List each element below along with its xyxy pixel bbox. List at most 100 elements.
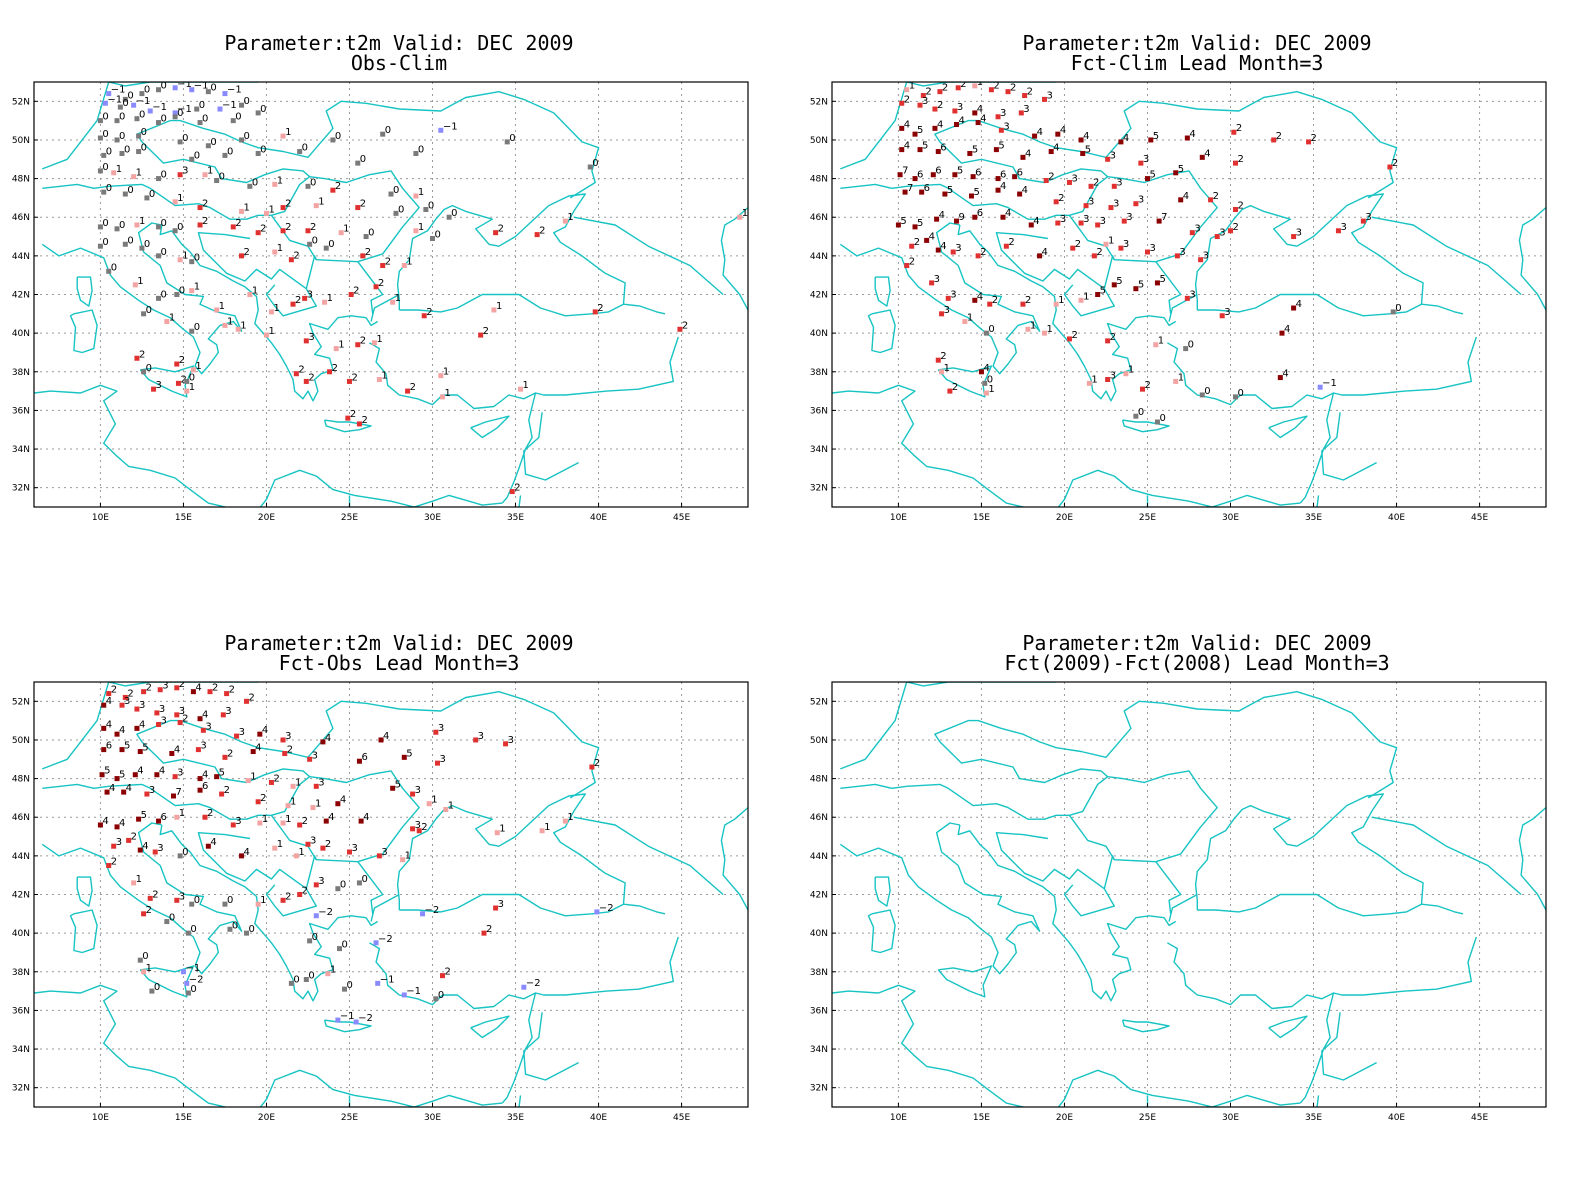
lat-tick-label: 34N [12, 445, 30, 455]
station-marker [978, 369, 984, 375]
station-value: 0 [102, 237, 108, 248]
station-value: 0 [161, 114, 167, 125]
station-value: 3 [159, 704, 165, 715]
station-marker [1118, 245, 1124, 251]
station-marker [1390, 309, 1396, 315]
coastline [305, 255, 317, 289]
coastline [573, 816, 724, 896]
station-value: 0 [141, 143, 147, 154]
coastline [840, 682, 908, 770]
station-value: 3 [1023, 104, 1029, 115]
station-marker [303, 977, 309, 982]
station-value: 3 [1123, 239, 1129, 250]
station-value: 5 [917, 125, 923, 136]
station-marker [493, 905, 499, 911]
station-marker [189, 156, 195, 162]
station-value: 1 [315, 799, 321, 810]
station-marker [962, 319, 968, 325]
station-value: 2 [182, 714, 188, 725]
station-marker [288, 257, 294, 263]
station-marker [388, 191, 394, 197]
station-marker [280, 133, 286, 139]
station-value: 0 [194, 150, 200, 161]
station-value: 3 [1083, 214, 1089, 225]
station-value: 2 [1213, 191, 1219, 202]
station-marker [430, 235, 436, 241]
station-value: 3 [235, 816, 241, 827]
station-marker [97, 243, 103, 249]
station-value: 6 [106, 741, 112, 752]
lon-tick-label: 20E [258, 513, 275, 523]
coastline [1068, 770, 1218, 863]
station-marker [899, 125, 905, 131]
lon-tick-label: 20E [1056, 1113, 1073, 1123]
station-marker [446, 214, 452, 220]
station-marker [288, 980, 294, 986]
station-value: −2 [189, 974, 204, 985]
lat-tick-label: 34N [810, 445, 828, 455]
lat-tick-label: 46N [12, 213, 30, 223]
station-marker [1020, 301, 1026, 307]
station-value: 3 [307, 289, 313, 300]
station-value: 5 [219, 768, 225, 779]
station-value: 1 [116, 164, 122, 175]
station-value: 0 [111, 262, 117, 273]
station-value: 4 [262, 725, 268, 736]
coastline [41, 222, 243, 375]
station-marker [280, 897, 286, 903]
station-value: 0 [102, 112, 108, 123]
station-value: 2 [498, 224, 504, 235]
station-marker [303, 378, 309, 384]
station-value: 2 [298, 365, 304, 376]
coastline [1268, 415, 1308, 439]
station-marker [197, 776, 203, 782]
station-value: 1 [1158, 336, 1164, 347]
lat-tick-label: 38N [810, 368, 828, 378]
station-marker [1153, 342, 1159, 348]
station-value: 6 [924, 183, 930, 194]
station-value: 1 [977, 77, 983, 88]
station-value: 4 [106, 719, 112, 730]
station-value: 1 [273, 303, 279, 314]
station-marker [106, 268, 112, 274]
coastline [937, 965, 993, 998]
station-marker [987, 301, 993, 307]
station-value: 2 [942, 83, 948, 94]
station-value: 1 [169, 313, 175, 324]
lat-tick-label: 44N [810, 852, 828, 862]
station-value: 1 [285, 814, 291, 825]
station-marker [1091, 253, 1097, 259]
station-value: 1 [338, 340, 344, 351]
station-value: 0 [182, 133, 188, 144]
station-marker [995, 176, 1001, 182]
station-value: 3 [1194, 224, 1200, 235]
station-marker [297, 822, 303, 828]
station-marker [222, 91, 228, 97]
station-value: 4 [1204, 148, 1210, 159]
station-marker [434, 760, 440, 766]
station-value: 1 [277, 243, 283, 254]
station-marker [1199, 154, 1205, 160]
station-marker [934, 216, 940, 222]
coastline [42, 690, 600, 820]
station-value: 2 [146, 905, 152, 916]
station-marker [323, 818, 329, 824]
station-value: 3 [308, 332, 314, 343]
station-marker [920, 93, 926, 99]
station-value: 4 [959, 116, 965, 127]
station-marker [970, 174, 976, 180]
station-marker [935, 149, 941, 155]
station-marker [139, 245, 145, 251]
coastlines [34, 82, 748, 507]
station-marker [290, 783, 296, 789]
station-marker [114, 776, 120, 782]
panel-title: Parameter:t2m Valid: DEC 2009 [1022, 31, 1372, 55]
station-value: 0 [418, 144, 424, 155]
station-marker [930, 172, 936, 178]
station-value: 3 [310, 835, 316, 846]
station-marker [1232, 394, 1238, 400]
station-value: 3 [1047, 90, 1053, 101]
panel-subtitle: Fct(2009)-Fct(2008) Lead Month=3 [1004, 651, 1390, 675]
station-marker [177, 720, 183, 726]
station-value: 0 [190, 924, 196, 935]
